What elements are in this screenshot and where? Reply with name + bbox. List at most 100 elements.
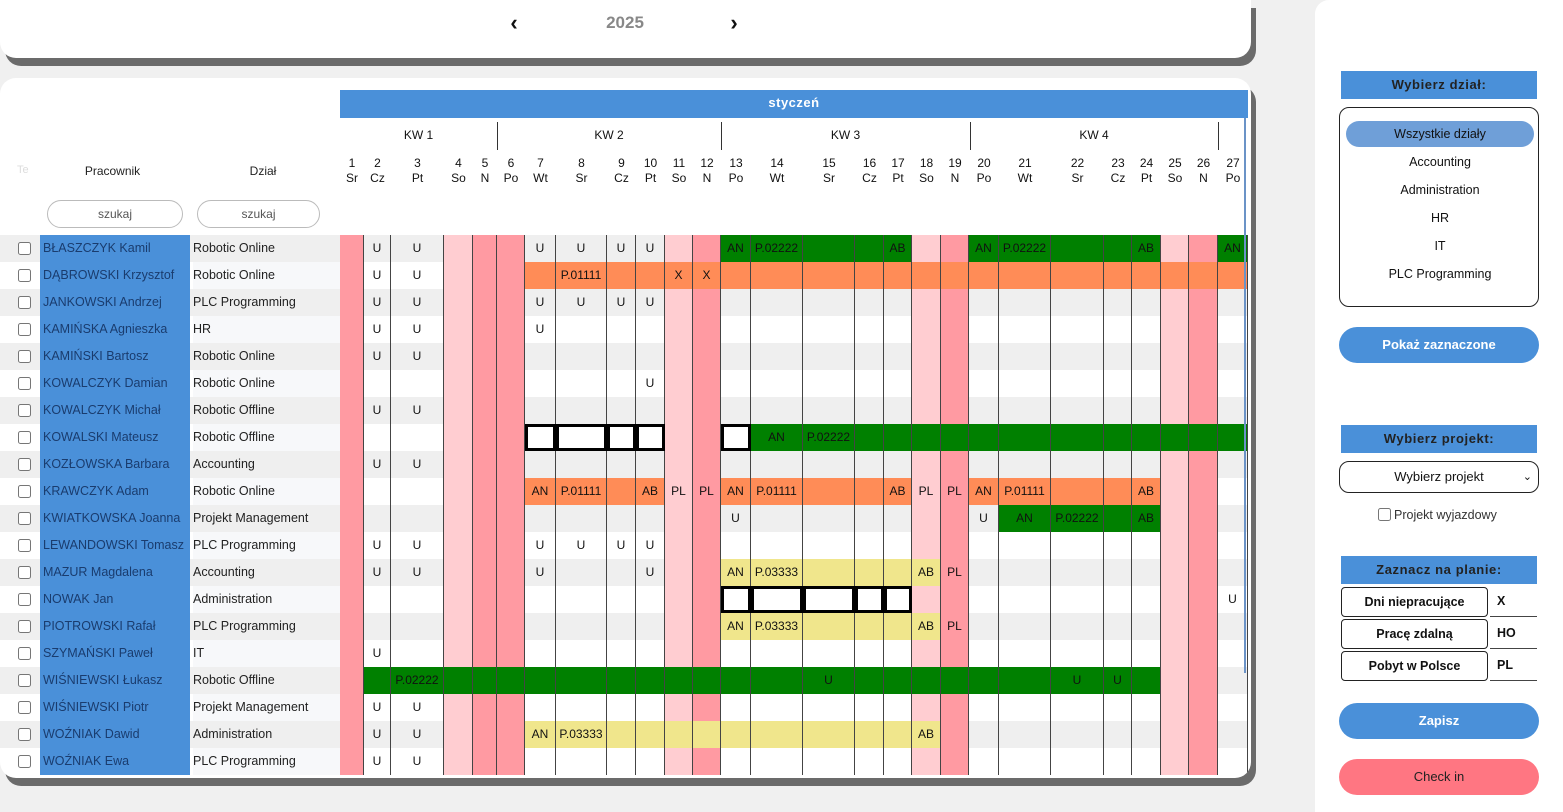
day-cell[interactable] — [1218, 721, 1248, 748]
day-cell[interactable]: U — [1104, 667, 1132, 694]
day-cell[interactable] — [665, 586, 693, 613]
row-select[interactable] — [18, 350, 32, 364]
day-cell[interactable] — [636, 505, 665, 532]
day-cell[interactable] — [607, 451, 636, 478]
day-cell[interactable] — [1132, 721, 1161, 748]
day-cell[interactable]: U — [391, 316, 444, 343]
day-cell[interactable] — [340, 316, 364, 343]
day-cell[interactable] — [1104, 397, 1132, 424]
day-cell[interactable]: U — [969, 505, 999, 532]
day-cell[interactable] — [607, 262, 636, 289]
day-cell[interactable] — [1218, 505, 1248, 532]
day-cell[interactable]: U — [525, 316, 556, 343]
day-cell[interactable] — [803, 478, 855, 505]
day-cell[interactable] — [999, 343, 1051, 370]
day-cell[interactable] — [473, 559, 497, 586]
day-cell[interactable] — [556, 424, 607, 451]
day-cell[interactable] — [1218, 532, 1248, 559]
day-cell[interactable] — [751, 721, 803, 748]
day-cell[interactable]: U — [1051, 667, 1104, 694]
day-cell[interactable]: U — [364, 451, 391, 478]
day-cell[interactable] — [364, 370, 391, 397]
day-cell[interactable] — [721, 343, 751, 370]
day-cell[interactable]: U — [525, 559, 556, 586]
day-cell[interactable] — [751, 262, 803, 289]
day-cell[interactable] — [1189, 451, 1218, 478]
day-cell[interactable] — [855, 613, 884, 640]
day-cell[interactable] — [665, 505, 693, 532]
day-cell[interactable] — [607, 370, 636, 397]
day-cell[interactable] — [497, 424, 525, 451]
day-cell[interactable] — [473, 667, 497, 694]
day-cell[interactable] — [969, 262, 999, 289]
day-cell[interactable]: X — [693, 262, 721, 289]
day-cell[interactable] — [1161, 235, 1189, 262]
day-cell[interactable] — [665, 613, 693, 640]
day-cell[interactable]: AN — [525, 721, 556, 748]
day-cell[interactable] — [969, 613, 999, 640]
day-cell[interactable] — [751, 586, 803, 613]
row-checkbox[interactable] — [18, 377, 31, 390]
day-cell[interactable]: X — [665, 262, 693, 289]
grid-scroll-edge[interactable] — [1244, 118, 1246, 673]
day-cell[interactable] — [693, 748, 721, 775]
day-cell[interactable] — [444, 532, 473, 559]
day-cell[interactable] — [999, 289, 1051, 316]
day-cell[interactable] — [1218, 397, 1248, 424]
day-cell[interactable]: AN — [721, 235, 751, 262]
day-cell[interactable] — [1104, 424, 1132, 451]
day-cell[interactable] — [941, 586, 969, 613]
trip-project-option[interactable]: Projekt wyjazdowy — [1378, 508, 1497, 522]
day-cell[interactable] — [884, 451, 912, 478]
day-cell[interactable] — [693, 559, 721, 586]
day-cell[interactable]: AB — [1132, 478, 1161, 505]
day-cell[interactable] — [855, 316, 884, 343]
day-cell[interactable]: U — [721, 505, 751, 532]
day-cell[interactable] — [1051, 721, 1104, 748]
day-cell[interactable] — [1104, 613, 1132, 640]
day-cell[interactable]: U — [556, 532, 607, 559]
day-cell[interactable]: PL — [941, 478, 969, 505]
day-cell[interactable] — [999, 451, 1051, 478]
day-cell[interactable] — [803, 559, 855, 586]
row-select[interactable] — [18, 323, 32, 337]
day-cell[interactable] — [721, 586, 751, 613]
day-cell[interactable] — [884, 343, 912, 370]
day-cell[interactable] — [1161, 343, 1189, 370]
row-checkbox[interactable] — [18, 674, 31, 687]
day-cell[interactable]: U — [391, 262, 444, 289]
day-cell[interactable] — [1051, 235, 1104, 262]
day-cell[interactable] — [803, 721, 855, 748]
day-cell[interactable] — [1132, 586, 1161, 613]
day-cell[interactable]: U — [391, 397, 444, 424]
day-cell[interactable] — [1189, 316, 1218, 343]
save-button[interactable]: Zapisz — [1339, 703, 1539, 739]
day-cell[interactable] — [999, 613, 1051, 640]
day-cell[interactable] — [855, 667, 884, 694]
day-cell[interactable] — [1051, 748, 1104, 775]
day-cell[interactable] — [855, 451, 884, 478]
day-cell[interactable]: U — [636, 370, 665, 397]
day-cell[interactable] — [803, 532, 855, 559]
day-cell[interactable] — [473, 370, 497, 397]
day-cell[interactable] — [803, 316, 855, 343]
day-cell[interactable]: U — [364, 640, 391, 667]
day-cell[interactable] — [884, 505, 912, 532]
day-cell[interactable] — [607, 640, 636, 667]
day-cell[interactable]: U — [391, 694, 444, 721]
day-cell[interactable] — [1132, 451, 1161, 478]
day-cell[interactable] — [1104, 289, 1132, 316]
day-cell[interactable] — [1132, 748, 1161, 775]
day-cell[interactable]: PL — [693, 478, 721, 505]
day-cell[interactable] — [1104, 370, 1132, 397]
day-cell[interactable] — [1051, 559, 1104, 586]
day-cell[interactable] — [721, 316, 751, 343]
day-cell[interactable] — [497, 397, 525, 424]
day-cell[interactable] — [969, 532, 999, 559]
day-cell[interactable] — [941, 424, 969, 451]
day-cell[interactable] — [693, 343, 721, 370]
day-cell[interactable] — [1218, 748, 1248, 775]
day-cell[interactable] — [1218, 667, 1248, 694]
day-cell[interactable] — [636, 694, 665, 721]
day-cell[interactable] — [855, 397, 884, 424]
